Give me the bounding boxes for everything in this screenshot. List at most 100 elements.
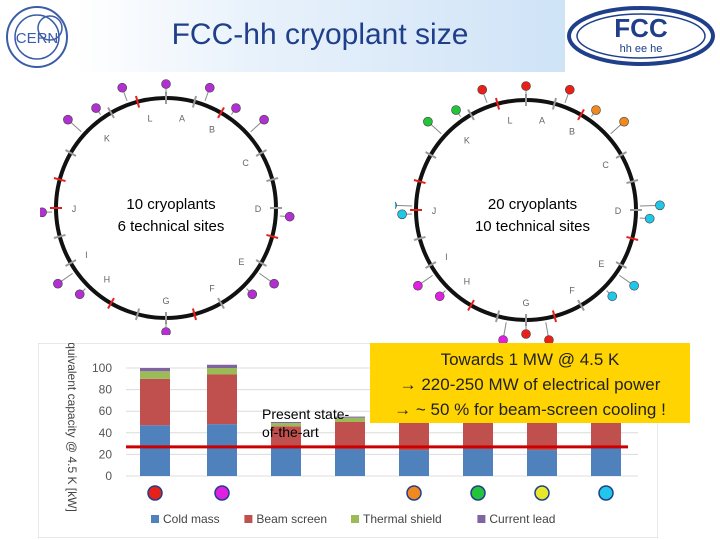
ring-point-label: I: [445, 252, 448, 262]
left-ring-diagram: L A B K C J D H G F I E: [40, 79, 295, 335]
bar-segment-cold-mass: [207, 424, 237, 476]
ring-tick: [65, 149, 77, 157]
cryoplant-marker: [521, 81, 531, 91]
ring-point-label: I: [85, 250, 88, 260]
category-marker-green: [470, 485, 486, 501]
cryoplant-marker: [395, 201, 397, 210]
ring-tick: [425, 151, 437, 159]
bar-segment-current-lead: [140, 368, 170, 372]
ring-point-label: D: [255, 204, 262, 214]
bar-segment-thermal-shield: [140, 371, 170, 379]
cryoplant-marker: [247, 289, 258, 300]
ring-point-label: L: [148, 113, 153, 123]
ring-tick: [467, 109, 475, 121]
ring-tick: [495, 97, 501, 110]
ring-point-label: B: [569, 126, 575, 136]
ring-tick: [551, 97, 557, 110]
cryoplant-marker: [91, 103, 101, 113]
chart-y-tick-label: 80: [99, 383, 113, 397]
bar-segment-cold-mass: [399, 450, 429, 476]
bar-segment-thermal-shield: [271, 423, 301, 427]
ring-tick: [615, 261, 627, 269]
cryoplant-marker: [644, 213, 655, 224]
bar-segment-beam-screen: [271, 426, 301, 446]
cryoplant-marker: [40, 207, 47, 218]
bar-segment-current-lead: [335, 416, 365, 418]
fcc-logo-main-text: FCC: [614, 13, 668, 43]
ring-tick: [255, 149, 267, 157]
chart-y-tick-label: 100: [92, 361, 112, 375]
ring-point-label: F: [569, 286, 575, 296]
ring-point-label: C: [242, 158, 249, 168]
cryoplant-marker: [74, 289, 85, 300]
cryoplant-marker: [269, 278, 279, 289]
ring-tick: [467, 299, 475, 311]
cryoplant-marker: [117, 82, 128, 93]
ring-tick: [551, 310, 557, 323]
cryoplant-link: [395, 204, 413, 207]
category-marker-yellow: [534, 485, 550, 501]
ring-tick: [413, 179, 426, 185]
category-marker-orange: [406, 485, 422, 501]
cern-logo: CERN: [6, 6, 68, 68]
cryoplant-marker: [284, 211, 295, 222]
left-ring-caption: 10 cryoplants 6 technical sites: [100, 194, 242, 238]
bar-segment-cold-mass: [591, 447, 621, 476]
ring-tick: [413, 235, 426, 241]
cryoplant-marker: [53, 278, 63, 289]
legend-swatch: [351, 515, 359, 523]
bar-segment-cold-mass: [527, 450, 557, 476]
ring-point-label: B: [209, 124, 215, 134]
ring-tick: [107, 297, 115, 309]
fcc-logo: FCC hh ee he: [567, 6, 715, 66]
cryoplant-marker: [629, 280, 639, 291]
right-ring-caption: 20 cryoplants 10 technical sites: [460, 194, 605, 238]
ring-tick: [266, 177, 279, 183]
ring-point-label: J: [72, 204, 77, 214]
cryoplant-marker: [423, 116, 433, 127]
ring-point-label: E: [238, 257, 244, 267]
bar-segment-cold-mass: [335, 449, 365, 476]
right-ring-caption-line1: 20 cryoplants: [487, 196, 578, 213]
category-marker-magenta: [214, 485, 230, 501]
cryoplant-marker: [413, 280, 423, 291]
cryoplant-marker: [397, 209, 407, 220]
bar-segment-beam-screen: [335, 422, 365, 449]
cryoplant-marker: [521, 329, 531, 339]
ring-point-label: E: [598, 259, 604, 269]
chart-y-tick-label: 0: [105, 469, 112, 483]
callout-line3: → ~ 50 % for beam-screen cooling !: [394, 400, 666, 419]
cryoplant-marker: [259, 114, 269, 125]
legend-label: Thermal shield: [363, 512, 442, 526]
cryoplant-marker: [655, 200, 665, 211]
ring-point-label: L: [508, 115, 513, 125]
cryoplant-marker: [477, 84, 488, 95]
legend-swatch: [244, 515, 253, 523]
ring-tick: [577, 299, 585, 311]
callout-line1: Towards 1 MW @ 4.5 K: [440, 350, 620, 369]
right-ring-diagram: L A B K C J D H G F I E: [395, 81, 665, 345]
cryoplant-marker: [619, 116, 629, 127]
ring-tick: [135, 308, 141, 321]
header-band: [75, 0, 565, 72]
cryoplant-marker: [63, 114, 73, 125]
cryoplant-marker: [607, 291, 618, 302]
ring-point-label: H: [104, 274, 111, 284]
bar-segment-current-lead: [207, 364, 237, 368]
page-title: FCC-hh cryoplant size: [171, 18, 469, 51]
ring-tick: [266, 233, 279, 239]
callout-box: Towards 1 MW @ 4.5 K → 220-250 MW of ele…: [370, 343, 690, 423]
cryoplant-marker: [204, 82, 215, 93]
cryoplant-marker: [564, 84, 575, 95]
ring-point-label: G: [522, 298, 529, 308]
ring-tick: [65, 259, 77, 267]
legend-swatch: [151, 515, 159, 523]
cern-logo-text: CERN: [16, 30, 59, 47]
left-ring-caption-line1: 10 cryoplants: [126, 196, 216, 213]
bar-segment-thermal-shield: [335, 417, 365, 422]
left-ring-caption-line2: 6 technical sites: [117, 218, 225, 235]
bar-segment-thermal-shield: [207, 368, 237, 375]
ring-point-label: D: [615, 206, 622, 216]
ring-tick: [577, 109, 585, 121]
bar-segment-cold-mass: [271, 445, 301, 476]
